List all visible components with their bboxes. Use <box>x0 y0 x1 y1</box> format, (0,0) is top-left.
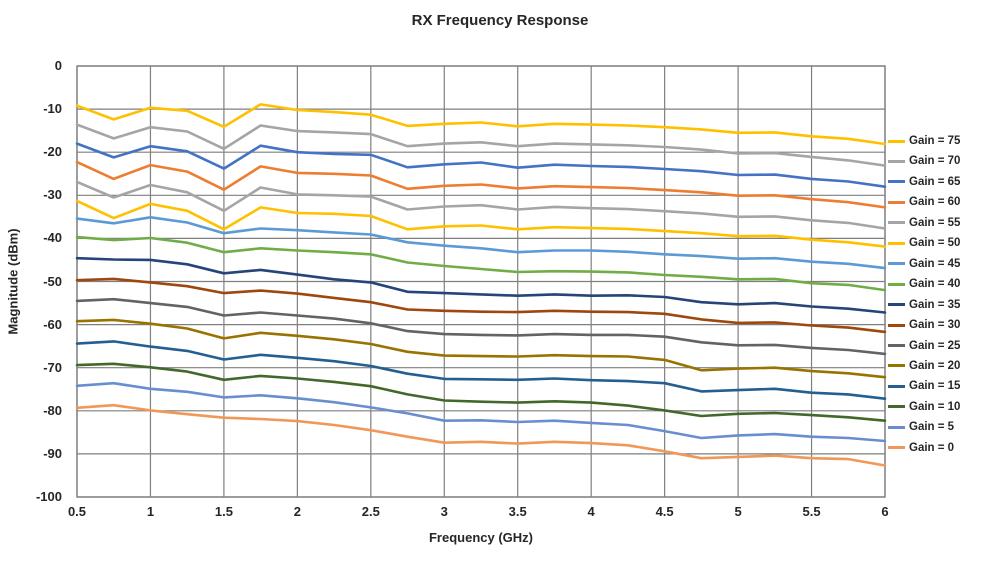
series-line-15 <box>75 340 887 401</box>
legend-label: Gain = 30 <box>909 319 961 332</box>
series-line-40 <box>75 235 887 292</box>
legend-item-gain-5: Gain = 5 <box>888 417 954 437</box>
x-tick-label: 4 <box>587 504 595 519</box>
chart-title: RX Frequency Response <box>411 12 589 29</box>
legend-label: Gain = 45 <box>909 257 961 270</box>
legend-swatch <box>888 364 905 368</box>
x-axis-title: Frequency (GHz) <box>428 530 533 545</box>
y-tick-label: -90 <box>43 445 62 461</box>
y-tick-label: -60 <box>43 316 62 332</box>
x-tick-label: 1.5 <box>214 504 233 519</box>
legend-item-gain-20: Gain = 20 <box>888 356 960 376</box>
legend-item-gain-40: Gain = 40 <box>888 274 960 294</box>
legend-swatch <box>888 282 905 286</box>
y-tick-label: -100 <box>35 489 62 504</box>
y-tick-label: -80 <box>43 402 62 418</box>
legend-label: Gain = 10 <box>909 400 961 413</box>
x-tick-label: 6 <box>881 504 889 519</box>
y-tick-label: -50 <box>43 273 62 289</box>
legend-label: Gain = 20 <box>909 359 961 372</box>
series-line-60 <box>75 160 887 209</box>
legend-label: Gain = 0 <box>909 441 955 454</box>
series-line-35 <box>75 256 887 314</box>
y-tick-label: -40 <box>43 230 62 246</box>
legend-swatch <box>888 405 905 409</box>
legend-swatch <box>888 139 905 143</box>
legend-item-gain-10: Gain = 10 <box>888 397 960 417</box>
series-line-45 <box>75 216 887 270</box>
legend-label: Gain = 60 <box>909 196 961 209</box>
x-tick-label: 5 <box>734 504 742 519</box>
legend-item-gain-0: Gain = 0 <box>888 438 954 458</box>
series-line-50 <box>75 199 887 248</box>
legend-label: Gain = 50 <box>909 237 961 250</box>
legend-swatch <box>888 384 905 388</box>
legend-label: Gain = 35 <box>909 298 961 311</box>
legend-swatch <box>888 323 905 327</box>
legend-label: Gain = 55 <box>909 216 961 229</box>
y-tick-label: -10 <box>43 101 62 117</box>
x-tick-label: 5.5 <box>802 504 821 519</box>
legend-swatch <box>888 200 905 204</box>
series-line-0 <box>75 403 887 467</box>
x-tick-label: 4.5 <box>655 504 674 519</box>
legend-label: Gain = 75 <box>909 135 961 147</box>
legend-swatch <box>888 262 905 266</box>
y-tick-label: -70 <box>43 359 62 375</box>
y-tick-label: -20 <box>43 144 62 160</box>
legend-label: Gain = 25 <box>909 339 961 352</box>
x-tick-label: 3.5 <box>508 504 527 519</box>
series-line-30 <box>75 277 887 334</box>
series-line-20 <box>75 318 887 379</box>
x-tick-label: 2 <box>293 504 301 519</box>
legend-item-gain-15: Gain = 15 <box>888 376 960 396</box>
legend-swatch <box>888 241 905 245</box>
y-tick-label: 0 <box>54 58 62 73</box>
legend-label: Gain = 65 <box>909 175 961 188</box>
legend-item-gain-45: Gain = 45 <box>888 254 960 274</box>
legend-item-gain-75: Gain = 75 <box>888 131 960 151</box>
series-line-65 <box>75 142 887 188</box>
series-line-75 <box>75 103 887 146</box>
y-tick-label: -30 <box>43 187 62 203</box>
series-line-70 <box>75 123 887 167</box>
x-tick-label: 0.5 <box>67 504 87 519</box>
x-tick-label: 3 <box>440 504 448 519</box>
legend-swatch <box>888 221 905 225</box>
legend-swatch <box>888 159 905 163</box>
legend-swatch <box>888 180 905 184</box>
legend-swatch <box>888 446 905 450</box>
series-line-10 <box>75 362 887 423</box>
legend-item-gain-70: Gain = 70 <box>888 151 960 171</box>
legend-swatch <box>888 425 905 429</box>
legend-item-gain-60: Gain = 60 <box>888 192 960 212</box>
legend-label: Gain = 40 <box>909 278 961 291</box>
legend-label: Gain = 70 <box>909 155 961 168</box>
legend-swatch <box>888 303 905 307</box>
series-line-5 <box>75 381 887 443</box>
legend-item-gain-50: Gain = 50 <box>888 233 960 253</box>
legend-swatch <box>888 344 905 347</box>
legend-item-gain-30: Gain = 30 <box>888 315 960 335</box>
series-line-25 <box>75 297 887 356</box>
legend-item-gain-25: Gain = 25 <box>888 336 960 356</box>
legend-item-gain-35: Gain = 35 <box>888 295 960 315</box>
x-tick-label: 2.5 <box>361 504 380 519</box>
series-line-55 <box>75 180 887 230</box>
x-tick-label: 1 <box>146 504 155 519</box>
legend-item-gain-55: Gain = 55 <box>888 213 960 233</box>
legend-item-gain-65: Gain = 65 <box>888 172 960 192</box>
legend-label: Gain = 15 <box>909 380 961 393</box>
legend-label: Gain = 5 <box>909 421 955 434</box>
